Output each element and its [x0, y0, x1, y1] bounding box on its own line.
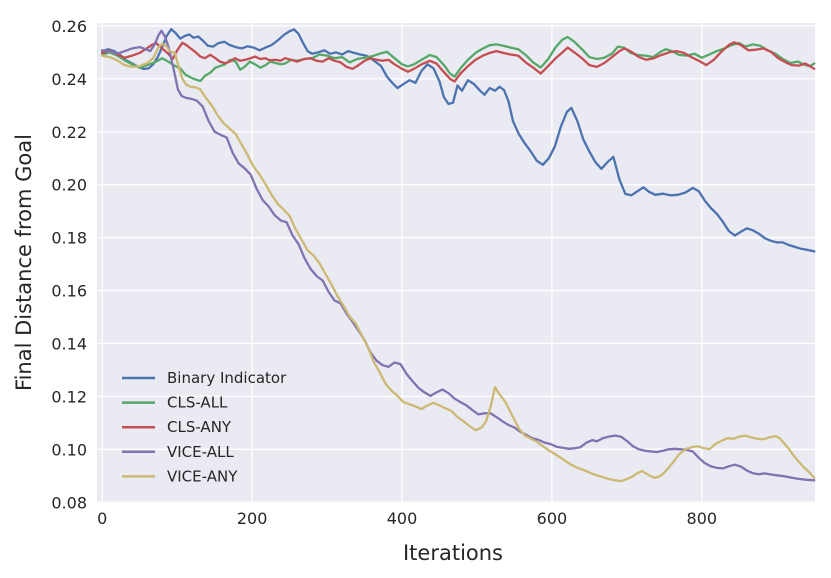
y-tick-label: 0.20	[51, 176, 87, 195]
x-tick-label: 800	[687, 509, 718, 528]
legend-label-cls-all: CLS-ALL	[167, 394, 228, 412]
legend-label-binary-indicator: Binary Indicator	[167, 369, 287, 387]
y-tick-label: 0.14	[51, 334, 87, 353]
series-line-vice-any	[101, 42, 816, 483]
x-tick-label: 200	[237, 509, 268, 528]
y-tick-label: 0.16	[51, 282, 87, 301]
y-axis-label: Final Distance from Goal	[12, 134, 36, 391]
y-tick-label: 0.10	[51, 440, 87, 459]
y-tick-label: 0.18	[51, 229, 87, 248]
legend-label-vice-any: VICE-ANY	[167, 467, 238, 485]
series-line-binary-indicator	[101, 27, 816, 253]
plot-area	[97, 23, 815, 502]
y-tick-label: 0.22	[51, 123, 87, 142]
x-tick-label: 0	[97, 509, 107, 528]
y-tick-label: 0.08	[51, 493, 87, 512]
x-tick-label: 400	[387, 509, 418, 528]
legend-label-cls-any: CLS-ANY	[167, 418, 232, 436]
y-tick-label: 0.12	[51, 387, 87, 406]
x-axis-label: Iterations	[403, 541, 503, 565]
y-tick-label: 0.26	[51, 17, 87, 36]
y-tick-label: 0.24	[51, 70, 87, 89]
series-line-cls-any	[101, 41, 816, 83]
legend-label-vice-all: VICE-ALL	[167, 443, 234, 461]
x-tick-label: 600	[537, 509, 568, 528]
